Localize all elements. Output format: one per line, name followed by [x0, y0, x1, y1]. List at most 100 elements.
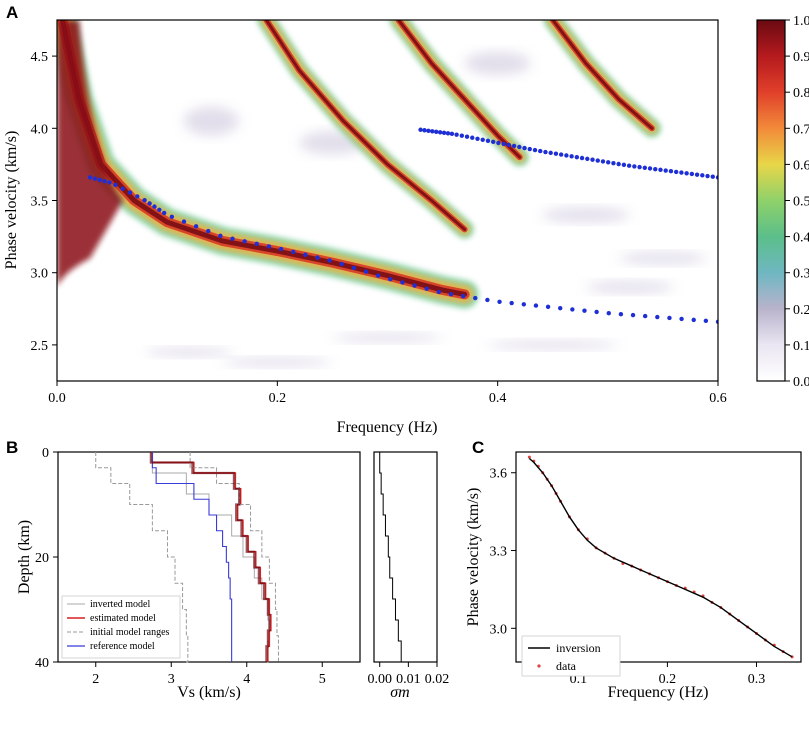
legend-box [61, 595, 181, 659]
picked-dispersion-dots [87, 127, 718, 324]
picked-dot [464, 134, 470, 139]
heatmap-ytick-label: 2.5 [31, 339, 49, 354]
picked-dot [127, 190, 133, 195]
picked-dot [388, 277, 393, 282]
picked-dot [351, 265, 357, 271]
velocity-ytick-label: 0 [42, 446, 49, 461]
picked-dot [230, 236, 235, 241]
picked-dot [705, 173, 710, 179]
picked-dot [430, 129, 435, 134]
legend-inverted-label: inverted model [90, 599, 150, 610]
panel-c-dispersion-fit: 0.1 0.2 0.33.03.33.6 Frequency (Hz) Phase … [465, 451, 802, 701]
heatmap-ytick-label: 4.5 [31, 50, 49, 65]
picked-dot [545, 304, 551, 310]
sigma-line [379, 452, 405, 663]
picked-dot [642, 313, 648, 319]
picked-dot [558, 305, 563, 311]
velocity-line-initial-model-ranges [95, 452, 189, 663]
picked-dot [667, 315, 672, 321]
picked-dot [517, 144, 522, 150]
picked-dot [459, 133, 465, 138]
picked-dot [181, 219, 187, 224]
data-point [527, 455, 531, 459]
picked-dot [558, 152, 564, 157]
picked-dot [418, 127, 423, 132]
picked-dot [436, 289, 442, 295]
panel-c-letter: C [472, 438, 484, 457]
picked-dot [521, 302, 527, 307]
picked-dot [538, 148, 543, 154]
picked-dot [522, 145, 527, 151]
velocity-model-axes: 2 3 4 5 0 20 40 [35, 446, 326, 687]
picked-dot [684, 171, 689, 176]
picked-dot [496, 140, 501, 146]
picked-dot [480, 137, 485, 143]
picked-dot [470, 135, 475, 140]
fit-xlabel: Frequency (Hz) [608, 684, 709, 701]
ridge-higher-1-layer-3 [264, 20, 467, 231]
inverted-models-bundle [149, 452, 271, 662]
picked-dot [582, 308, 587, 313]
legend-data-label: data [556, 659, 577, 673]
picked-dot [193, 224, 199, 229]
fit-legend: inversion data [521, 635, 621, 677]
colorbar-tick-label: 0.6 [793, 158, 809, 173]
fit-xtick-label: 0.2 [659, 672, 677, 687]
picked-dot [449, 131, 455, 137]
picked-dot [375, 273, 381, 278]
colorbar-tick-label: 0.2 [793, 303, 809, 318]
picked-dot [266, 244, 272, 249]
picked-dot [658, 167, 663, 173]
fit-ytick-label: 3.3 [490, 545, 508, 560]
panel-b-letter: B [6, 438, 18, 457]
picked-dot [278, 246, 284, 252]
fit-ytick-label: 3.6 [490, 467, 508, 482]
heatmap-blob-2 [332, 333, 443, 343]
colorbar-ticks: 0.0 0.1 0.2 0.3 0.4 0.5 0.6 0.7 0.8 0.9 1.0 [785, 14, 809, 390]
colorbar-tick-label: 0.5 [793, 195, 809, 210]
colorbar-tick-label: 0.1 [793, 339, 809, 354]
colorbar: 0.0 0.1 0.2 0.3 0.4 0.5 0.6 0.7 0.8 0.9 1.0 [756, 14, 809, 390]
sigma-xlabel: σm [390, 684, 409, 701]
picked-dot [668, 169, 674, 174]
panel-b-sigma: 0.00 0.01 0.02 σm [367, 451, 449, 701]
velocity-ytick-label: 20 [35, 551, 49, 566]
picked-dot [527, 146, 532, 152]
fit-ytick-label: 3.0 [490, 622, 508, 637]
heatmap-blob-3 [486, 340, 619, 350]
picked-dot [92, 176, 98, 181]
sigma-axes: 0.00 0.01 0.02 [367, 662, 449, 687]
ridge-lowfreq-band [57, 20, 124, 288]
picked-dot [710, 174, 715, 179]
panel-a-heatmap: 0.0 0.2 0.4 0.6 2.5 3.0 3.5 4.0 4.5 Frequency (H… [3, 19, 727, 436]
velocity-xtick-label: 2 [92, 672, 99, 687]
picked-dot [618, 311, 624, 317]
legend-estimated-label: estimated model [90, 613, 156, 624]
heatmap-xtick-label: 0.6 [709, 391, 727, 406]
colorbar-tick-label: 0.4 [793, 231, 809, 246]
picked-dot [642, 165, 648, 171]
heatmap-blob-7 [183, 106, 239, 136]
picked-dot [703, 318, 709, 324]
picked-dot [412, 283, 417, 288]
legend-inversion-label: inversion [556, 641, 601, 655]
legend-data-swatch [537, 664, 541, 668]
inversion-line [528, 457, 793, 658]
panel-a-letter: A [6, 3, 18, 22]
picked-dot [448, 292, 454, 297]
picked-dot [621, 162, 627, 168]
picked-dot [574, 154, 580, 160]
picked-dot [553, 151, 559, 156]
picked-dot [157, 207, 162, 213]
picked-dot [152, 204, 157, 209]
picked-dot [142, 198, 147, 203]
picked-dot [511, 143, 517, 149]
fit-ylabel: Phase velocity (km/s) [465, 488, 482, 627]
picked-dot [97, 177, 102, 183]
picked-dot [630, 312, 636, 318]
picked-dot [532, 147, 538, 153]
picked-dot [509, 300, 514, 306]
picked-dot [691, 317, 696, 323]
picked-dot [87, 175, 93, 180]
